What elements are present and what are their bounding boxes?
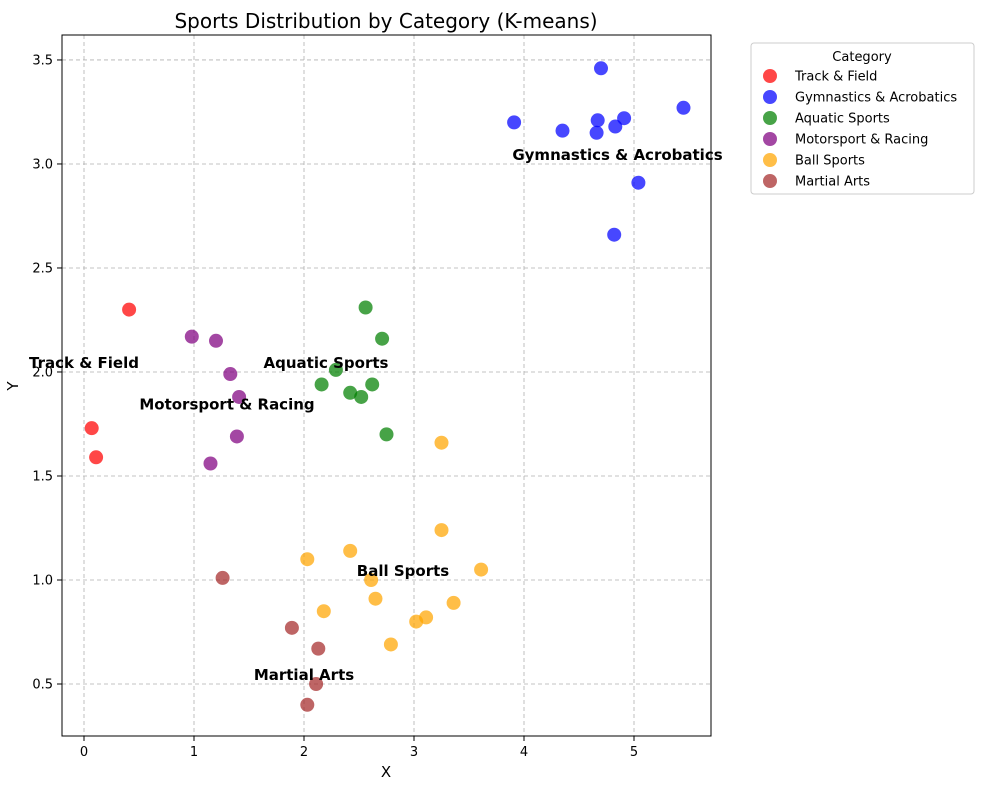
x-axis-label: X — [381, 763, 391, 781]
legend-label-gymnastics-acrobatics: Gymnastics & Acrobatics — [795, 91, 957, 106]
y-tick-label: 0.5 — [32, 677, 53, 692]
data-point-martial-arts — [311, 641, 326, 656]
data-point-martial-arts — [215, 570, 230, 585]
data-point-aquatic-sports — [343, 385, 358, 400]
legend-marker-ball-sports — [763, 153, 777, 167]
y-tick-label: 3.0 — [32, 157, 53, 172]
legend-label-ball-sports: Ball Sports — [795, 154, 865, 169]
data-point-motorsport-racing — [223, 367, 238, 382]
data-point-ball-sports — [316, 604, 331, 619]
data-point-ball-sports — [364, 572, 379, 587]
data-point-track-field — [122, 302, 137, 317]
data-point-ball-sports — [434, 523, 449, 538]
y-tick-label: 1.5 — [32, 469, 53, 484]
data-point-ball-sports — [300, 552, 315, 567]
data-point-gymnastics-acrobatics — [594, 61, 608, 76]
legend-frame — [750, 42, 975, 195]
chart-title: Sports Distribution by Category (K-means… — [174, 9, 597, 33]
y-tick-label: 2.5 — [32, 261, 53, 276]
legend-label-motorsport-racing: Motorsport & Racing — [795, 133, 928, 148]
legend-label-track-field: Track & Field — [794, 70, 877, 85]
data-point-aquatic-sports — [379, 427, 394, 442]
data-point-aquatic-sports — [328, 362, 343, 377]
legend-items: Track & Field Gymnastics & Acrobatics Aqua… — [763, 69, 957, 190]
legend-marker-martial-arts — [763, 174, 777, 188]
x-tick-label: 4 — [520, 745, 528, 760]
legend-label-aquatic-sports: Aquatic Sports — [795, 112, 890, 127]
data-point-ball-sports — [409, 614, 424, 629]
data-point-gymnastics-acrobatics — [589, 125, 604, 140]
data-point-motorsport-racing — [184, 329, 199, 344]
cluster-label-motorsport-racing: Motorsport & Racing — [139, 395, 314, 413]
x-tick-label: 0 — [80, 745, 88, 760]
data-point-motorsport-racing — [232, 389, 247, 404]
data-point-martial-arts — [309, 676, 324, 691]
data-point-martial-arts — [300, 697, 315, 712]
data-point-gymnastics-acrobatics — [676, 100, 691, 115]
y-tick-label: 3.5 — [32, 53, 53, 68]
legend-title: Category — [832, 50, 892, 65]
data-point-aquatic-sports — [375, 331, 390, 346]
legend-marker-motorsport-racing — [763, 132, 777, 146]
data-point-ball-sports — [434, 435, 449, 450]
data-point-ball-sports — [383, 637, 398, 652]
x-tick-label: 2 — [300, 745, 308, 760]
data-point-gymnastics-acrobatics — [555, 123, 570, 138]
x-tick-label: 3 — [410, 745, 418, 760]
data-point-track-field — [84, 421, 99, 436]
data-point-gymnastics-acrobatics — [617, 111, 632, 126]
data-point-gymnastics-acrobatics — [590, 113, 605, 128]
points-layer — [84, 61, 691, 712]
data-point-aquatic-sports — [354, 389, 369, 404]
legend: Category Track & Field Gymnastics & Acrob… — [750, 42, 975, 195]
legend-marker-track-field — [763, 69, 777, 83]
data-point-gymnastics-acrobatics — [631, 175, 646, 190]
data-point-motorsport-racing — [209, 333, 223, 348]
axis-layer: 0 1 2 3 4 5 0.5 1.0 1.5 2.0 2.5 3.0 3.5 — [32, 53, 638, 760]
y-axis-label: Y — [4, 381, 22, 392]
legend-marker-gymnastics-acrobatics — [763, 90, 777, 104]
legend-marker-aquatic-sports — [763, 111, 777, 125]
data-point-ball-sports — [474, 562, 489, 577]
data-point-aquatic-sports — [358, 300, 373, 315]
x-tick-label: 1 — [190, 745, 198, 760]
data-point-track-field — [89, 450, 104, 465]
data-point-gymnastics-acrobatics — [607, 227, 622, 242]
data-point-martial-arts — [284, 620, 299, 635]
data-point-gymnastics-acrobatics — [507, 115, 522, 130]
legend-label-martial-arts: Martial Arts — [795, 175, 870, 190]
data-point-motorsport-racing — [229, 429, 244, 444]
plot-frame — [61, 34, 712, 737]
x-tick-label: 5 — [630, 745, 638, 760]
data-point-gymnastics-acrobatics — [608, 119, 623, 134]
annotation-layer: Track & Field Gymnastics & Acrobatics Aqua… — [29, 146, 723, 684]
data-point-aquatic-sports — [314, 377, 329, 392]
cluster-label-ball-sports: Ball Sports — [357, 562, 449, 580]
cluster-label-track-field: Track & Field — [29, 354, 139, 372]
cluster-label-gymnastics-acrobatics: Gymnastics & Acrobatics — [512, 146, 722, 164]
cluster-label-aquatic-sports: Aquatic Sports — [264, 354, 389, 372]
data-point-ball-sports — [368, 591, 383, 606]
data-point-motorsport-racing — [203, 456, 218, 471]
data-point-aquatic-sports — [365, 377, 380, 392]
data-point-ball-sports — [343, 543, 358, 558]
y-tick-label: 1.0 — [32, 573, 53, 588]
y-tick-label: 2.0 — [32, 365, 53, 380]
cluster-label-martial-arts: Martial Arts — [254, 666, 354, 684]
data-point-ball-sports — [446, 595, 461, 610]
